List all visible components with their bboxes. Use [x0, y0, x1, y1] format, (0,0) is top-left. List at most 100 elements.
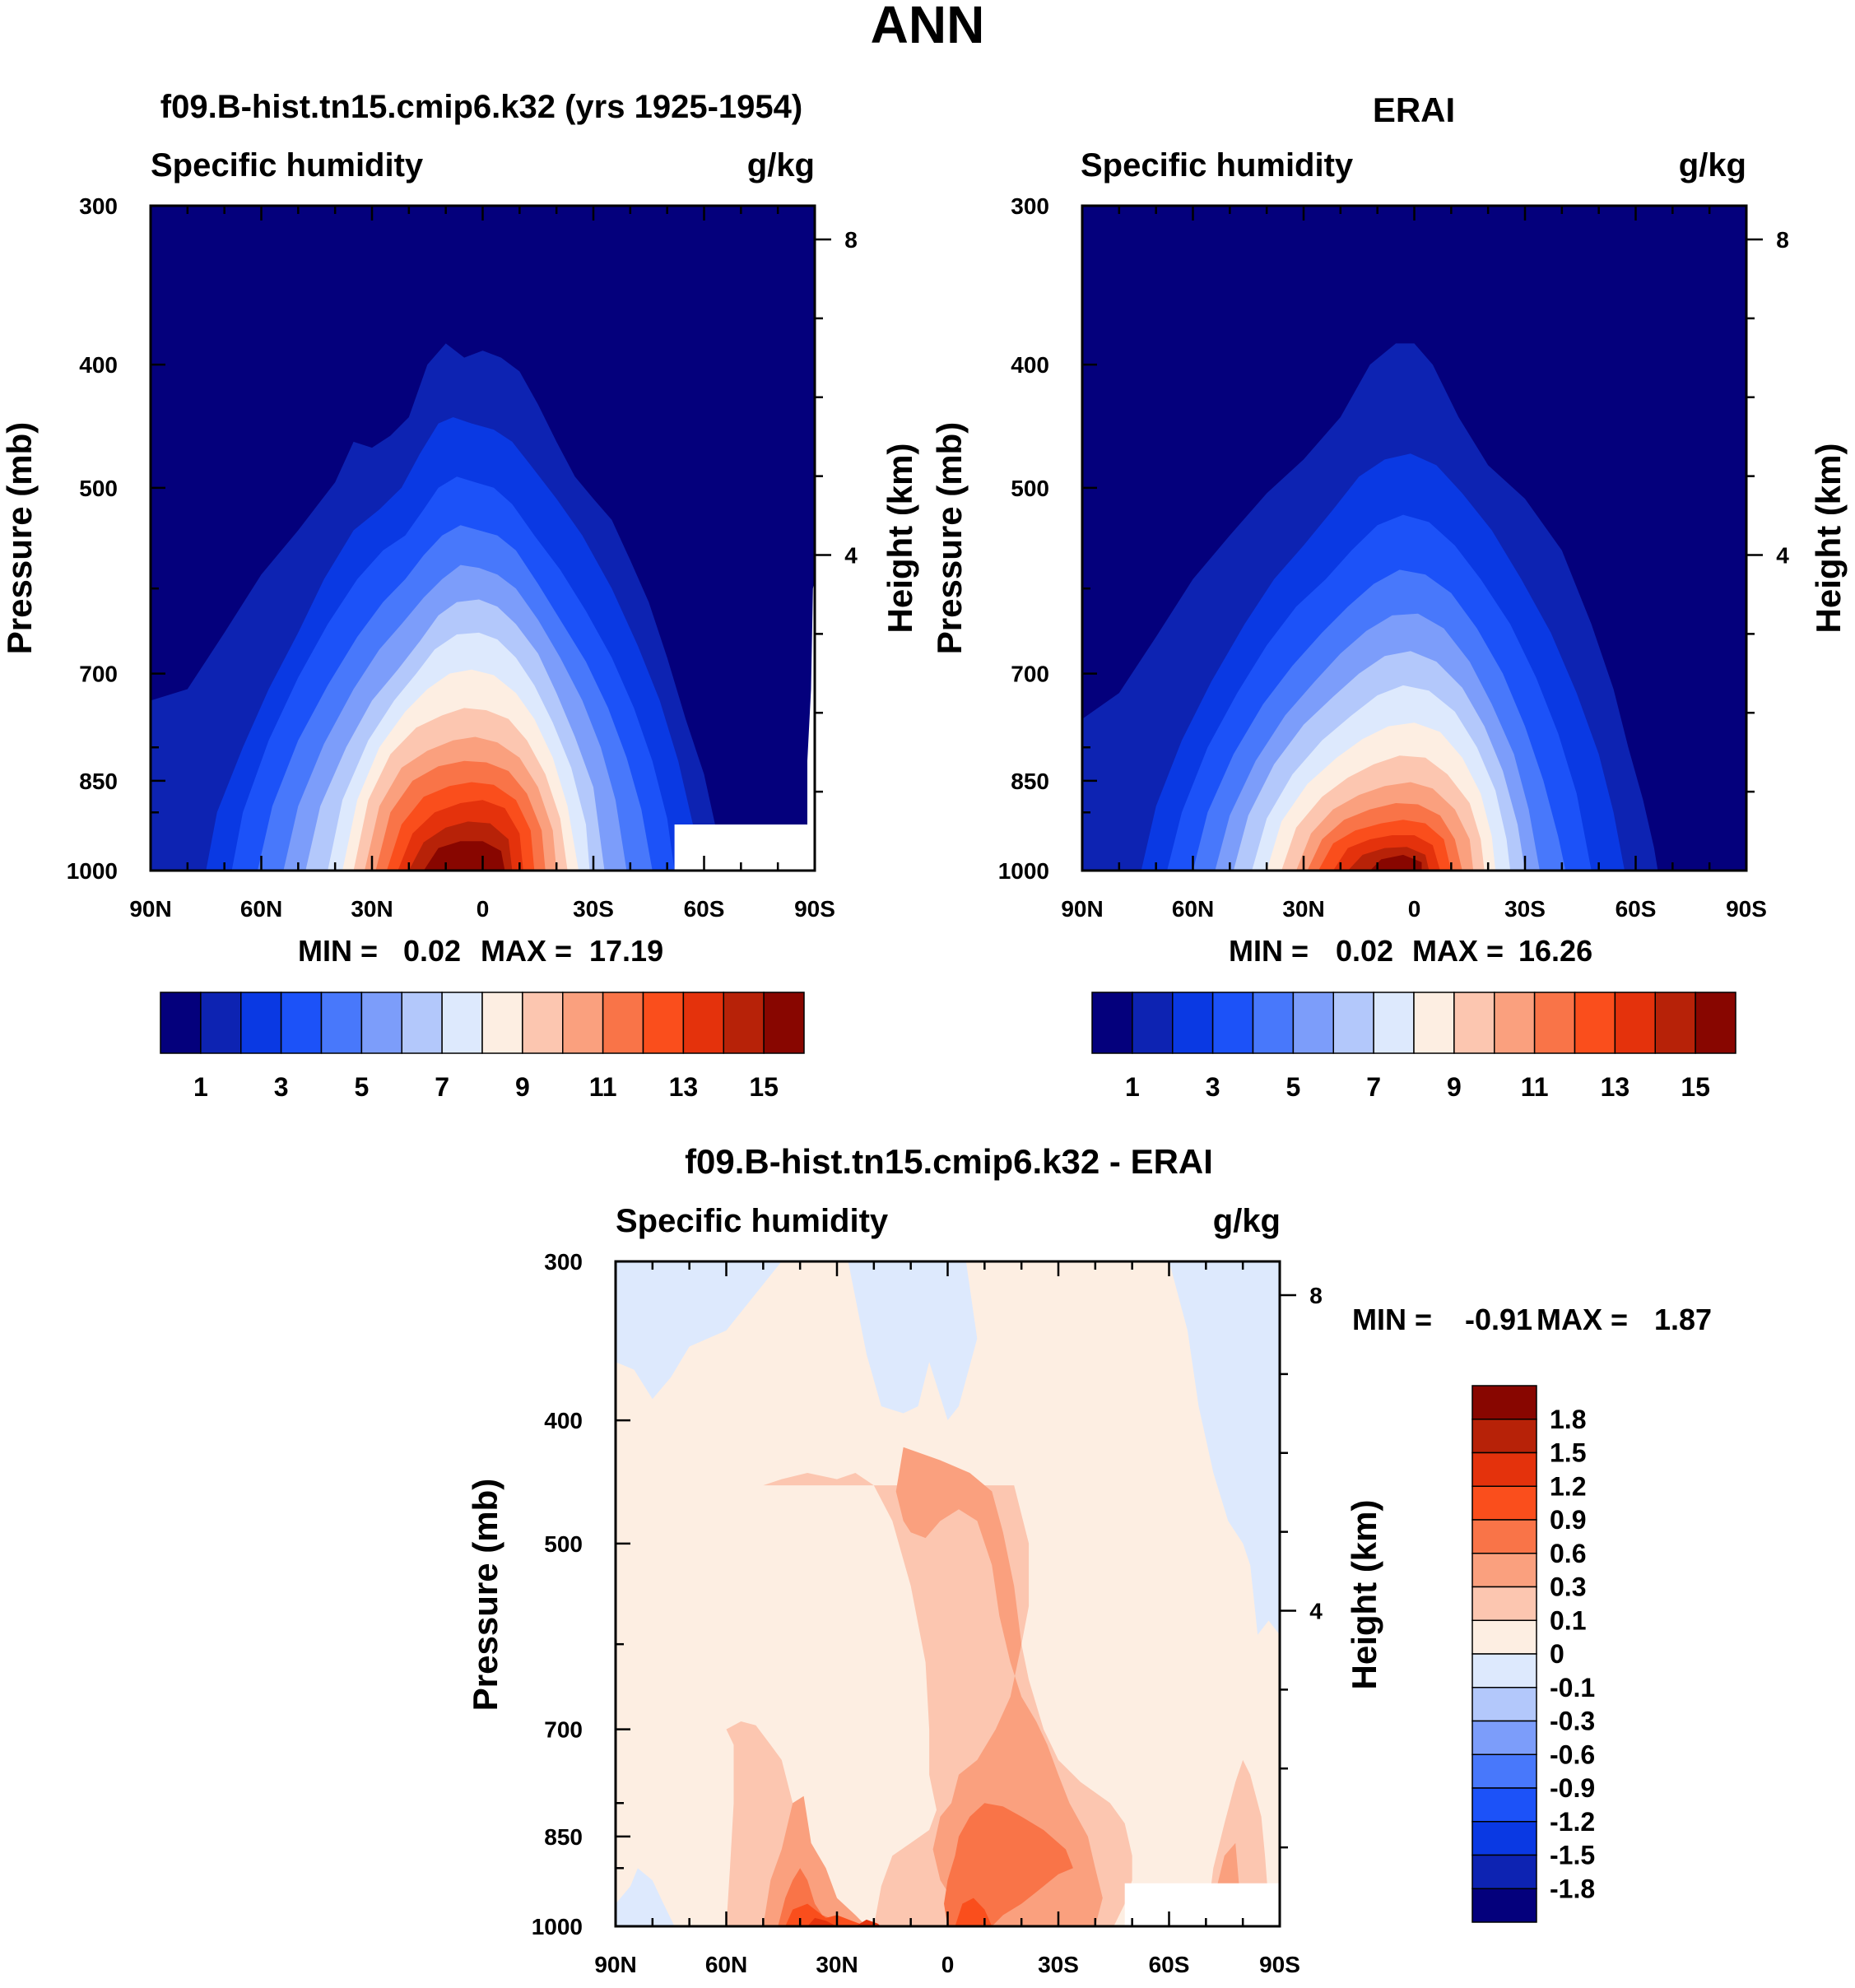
- panel-model-colorbar-label: 15: [749, 1072, 779, 1102]
- panel-diff-right-label: g/kg: [1213, 1203, 1281, 1239]
- panel-diff-xtick-label: 90S: [1259, 1952, 1300, 1977]
- panel-obs-xtick-label: 0: [1408, 896, 1421, 922]
- panel-obs-ytick-label: 700: [1011, 662, 1049, 687]
- panel-model-axes: 90N 60N 30N 0 30S 60S 90S 300 400 500 700 850 1000 8 4: [67, 193, 858, 922]
- panel-diff-contour-region-4: [616, 1868, 675, 1926]
- panel-obs-max-label: MAX =: [1412, 934, 1504, 968]
- panel-model-left-label: Specific humidity: [151, 147, 424, 183]
- panel-model-min-label: MIN =: [298, 934, 378, 968]
- panel-diff-colorbar-label: -1.8: [1550, 1874, 1595, 1903]
- panel-obs-xtick-label: 90S: [1726, 896, 1767, 922]
- panel-model-ytick-label: 500: [79, 476, 118, 501]
- panel-diff-colorbar-label: 1.8: [1550, 1405, 1586, 1434]
- panel-diff-colorbar-box: [1471, 1553, 1537, 1588]
- panel-model-xtick-label: 90S: [794, 896, 835, 922]
- panel-obs-colorbar-label: 11: [1521, 1072, 1549, 1102]
- panel-obs-contours: [1082, 206, 1746, 871]
- panel-obs-colorbar-label: 9: [1447, 1072, 1462, 1102]
- panel-obs-colorbar-label: 13: [1601, 1072, 1630, 1102]
- panel-diff-colorbar-box: [1471, 1687, 1537, 1722]
- panel-diff-ytick-label: 1000: [532, 1914, 583, 1939]
- panel-obs-colorbar-box: [1614, 992, 1656, 1054]
- panel-model-colorbar-box: [642, 992, 685, 1054]
- panel-model-xtick-label: 0: [477, 896, 490, 922]
- panel-model-min-value: 0.02: [403, 934, 461, 968]
- panel-obs-right-label: g/kg: [1679, 147, 1746, 183]
- panel-model-xtick-label: 30N: [351, 896, 393, 922]
- panel-diff-colorbar: 1.8 1.51.2 0.9 0.6 0.30.1 0 -0.1 -0.3 -0.6 -0.9 -1…: [1471, 1385, 1595, 1923]
- panel-model-xtick-label: 60N: [240, 896, 282, 922]
- panel-model-colorbar-box: [682, 992, 724, 1054]
- panel-model-colorbar-label: 1: [193, 1072, 208, 1102]
- panel-diff-colorbar-label: -0.3: [1550, 1707, 1595, 1736]
- panel-diff-colorbar-label: 0.9: [1550, 1505, 1586, 1535]
- panel-diff-ytick-label: 700: [544, 1717, 583, 1743]
- panel-diff-colorbar-box: [1471, 1485, 1537, 1521]
- panel-diff-colorbar-label: 0.3: [1550, 1572, 1586, 1602]
- panel-obs-ytick-label: 500: [1011, 476, 1049, 501]
- panel-diff-colorbar-label: -0.1: [1550, 1673, 1595, 1702]
- panel-model-ytick-label: 400: [79, 352, 118, 378]
- panel-obs-colorbar-label: 1: [1125, 1072, 1140, 1102]
- panel-model-y2label: Height (km): [881, 444, 919, 634]
- panel-model-colorbar-box: [200, 992, 242, 1054]
- panel-diff-xtick-label: 90N: [594, 1952, 636, 1977]
- panel-model-colorbar-label: 11: [589, 1072, 617, 1102]
- panel-obs-colorbar-box: [1332, 992, 1374, 1054]
- panel-diff-colorbar-label: -0.6: [1550, 1740, 1595, 1769]
- panel-obs-xtick-label: 60S: [1616, 896, 1657, 922]
- panel-diff-max-value: 1.87: [1654, 1303, 1712, 1336]
- panel-obs-colorbar-label: 15: [1681, 1072, 1710, 1102]
- panel-model-colorbar-label: 13: [669, 1072, 699, 1102]
- panel-diff-colorbar-box: [1471, 1787, 1537, 1823]
- panel-diff-colorbar-box: [1471, 1385, 1537, 1420]
- panel-obs-colorbar-box: [1494, 992, 1536, 1054]
- panel-obs-left-label: Specific humidity: [1081, 147, 1354, 183]
- panel-obs-colorbar-box: [1172, 992, 1214, 1054]
- panel-diff-colorbar-box: [1471, 1854, 1537, 1889]
- panel-obs-y2tick-label: 8: [1776, 227, 1789, 253]
- panel-model-colorbar-box: [441, 992, 483, 1054]
- panel-model-colorbar-label: 3: [274, 1072, 289, 1102]
- panel-diff-colorbar-label: -1.2: [1550, 1807, 1595, 1837]
- panel-diff-colorbar-label: 0.6: [1550, 1539, 1586, 1568]
- panel-diff-ytick-label: 300: [544, 1249, 583, 1275]
- panel-diff-contour-region-0: [616, 1261, 782, 1400]
- panel-model-missing-region: [674, 578, 815, 871]
- panel-diff-colorbar-box: [1471, 1821, 1537, 1856]
- panel-obs-colorbar-box: [1211, 992, 1254, 1054]
- panel-diff-xtick-label: 60N: [705, 1952, 747, 1977]
- panel-model-colorbar: 1 3 5 7 9 11 13 15: [160, 992, 805, 1102]
- panel-obs-colorbar-box: [1574, 992, 1616, 1054]
- panel-model-colorbar-box: [280, 992, 323, 1054]
- panel-model-ylabel: Pressure (mb): [0, 422, 39, 654]
- panel-model-max-label: MAX =: [481, 934, 572, 968]
- panel-model-colorbar-box: [160, 992, 202, 1054]
- panel-diff-colorbar-box: [1471, 1519, 1537, 1554]
- panel-obs-colorbar-box: [1091, 992, 1133, 1054]
- panel-diff-contour-region-20: [785, 1903, 867, 1926]
- panel-obs-colorbar-box: [1252, 992, 1295, 1054]
- panel-model-colorbar-box: [522, 992, 564, 1054]
- panel-obs-colorbar: 1 3 5 7 9 11 13 15: [1091, 992, 1736, 1102]
- panel-model-colorbar-box: [481, 992, 523, 1054]
- panel-model-contour-band-16: [442, 853, 494, 871]
- panel-diff-contours: [616, 1261, 1280, 1926]
- panel-diff-colorbar-label: 1.2: [1550, 1471, 1586, 1501]
- panel-diff-missing-region: [1124, 1883, 1280, 1926]
- panel-obs-colorbar-box: [1413, 992, 1455, 1054]
- figure-title: ANN: [871, 0, 985, 54]
- panel-diff-y2tick-label: 4: [1309, 1599, 1323, 1624]
- panel-model-ytick-label: 700: [79, 662, 118, 687]
- panel-diff-colorbar-label: 0.1: [1550, 1605, 1586, 1635]
- panel-obs-y2tick-label: 4: [1776, 543, 1789, 569]
- panel-model-colorbar-box: [320, 992, 363, 1054]
- panel-diff-xtick-label: 0: [941, 1952, 955, 1977]
- panel-obs-max-value: 16.26: [1518, 934, 1592, 968]
- panel-diff-colorbar-box: [1471, 1419, 1537, 1454]
- panel-diff-xtick-label: 30N: [816, 1952, 858, 1977]
- panel-obs-min-value: 0.02: [1336, 934, 1393, 968]
- panel-obs-ylabel: Pressure (mb): [930, 422, 969, 654]
- panel-obs-xtick-label: 30N: [1282, 896, 1324, 922]
